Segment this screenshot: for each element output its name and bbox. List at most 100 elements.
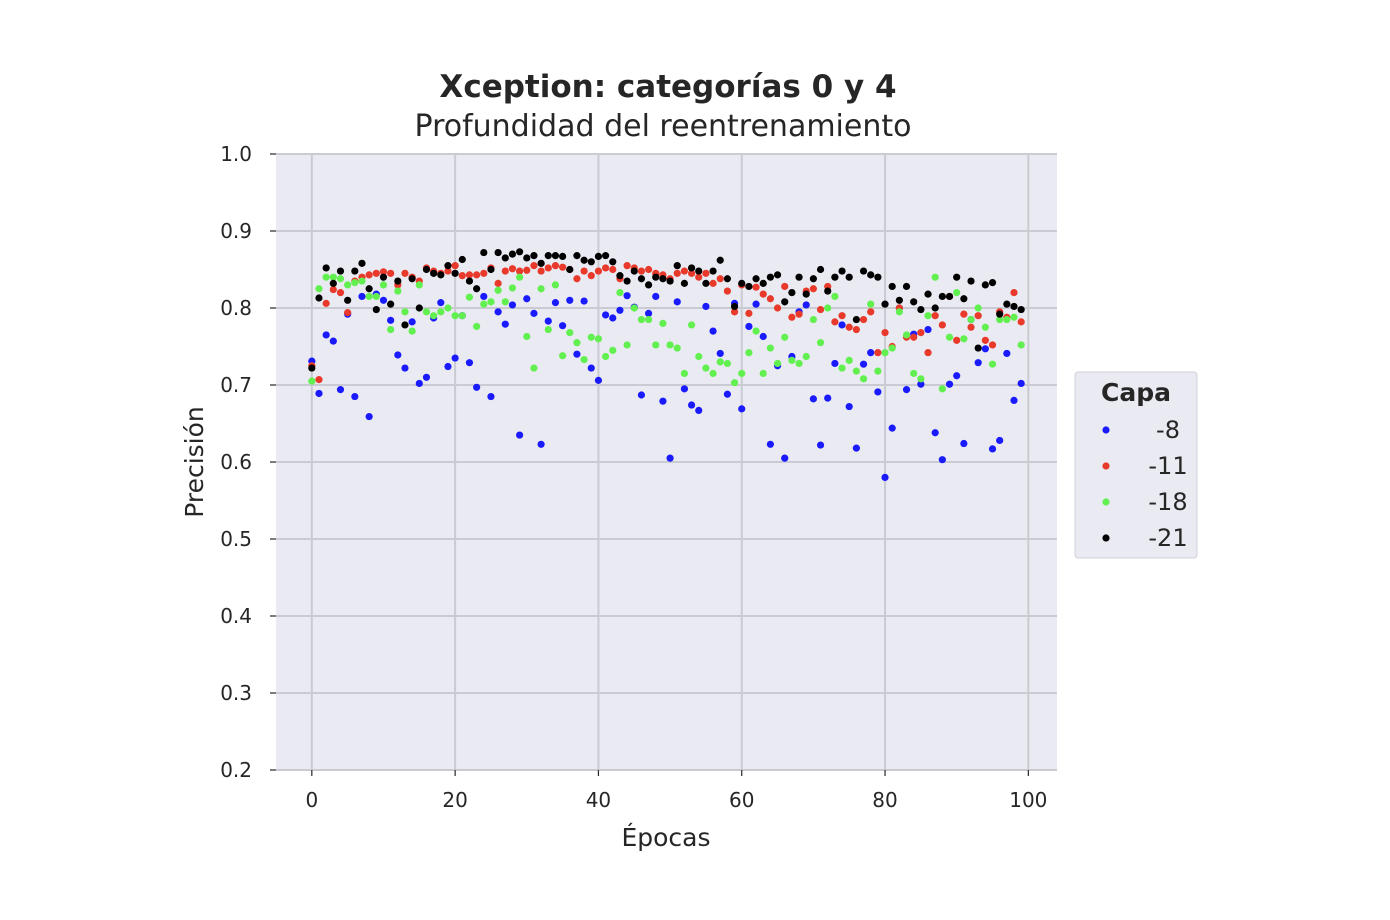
- data-point: [480, 292, 488, 301]
- data-point: [881, 473, 889, 481]
- data-point: [623, 262, 631, 270]
- data-point: [401, 364, 409, 372]
- data-point: [738, 279, 746, 287]
- data-point: [745, 349, 753, 357]
- data-point: [516, 431, 524, 439]
- data-point: [623, 341, 631, 349]
- data-point: [594, 252, 603, 261]
- data-point: [874, 273, 882, 281]
- data-point: [809, 285, 817, 293]
- data-point: [702, 279, 710, 287]
- data-point: [845, 323, 853, 331]
- data-point: [988, 341, 997, 349]
- data-point: [523, 332, 531, 341]
- data-point: [573, 350, 581, 358]
- data-point: [387, 325, 395, 334]
- data-point: [745, 322, 753, 331]
- data-point: [888, 282, 896, 291]
- data-point: [759, 290, 767, 298]
- data-point: [996, 310, 1004, 318]
- data-point: [695, 352, 703, 361]
- data-point: [351, 392, 359, 401]
- data-point: [716, 349, 724, 358]
- data-point: [322, 331, 330, 339]
- data-point: [702, 364, 710, 372]
- data-point: [566, 265, 574, 274]
- data-point: [974, 344, 982, 352]
- series-points: [308, 248, 1025, 372]
- data-point: [816, 305, 825, 314]
- data-point: [910, 369, 918, 378]
- data-point: [816, 441, 825, 449]
- data-point: [430, 269, 438, 277]
- data-point: [666, 277, 674, 285]
- data-point: [781, 298, 789, 306]
- data-point: [516, 248, 524, 256]
- data-point: [537, 285, 545, 293]
- data-point: [487, 392, 495, 401]
- data-point: [967, 323, 975, 331]
- data-point: [379, 273, 388, 281]
- data-point: [394, 287, 402, 295]
- data-point: [917, 329, 925, 337]
- data-point: [730, 308, 739, 316]
- data-point: [594, 335, 603, 343]
- data-point: [601, 311, 610, 319]
- data-point: [444, 267, 452, 275]
- data-point: [867, 349, 875, 357]
- data-point: [344, 281, 352, 289]
- data-point: [637, 275, 646, 283]
- data-point: [673, 298, 681, 306]
- data-point: [494, 286, 502, 294]
- data-point: [480, 300, 488, 308]
- data-point: [365, 271, 373, 279]
- data-point: [551, 252, 560, 260]
- data-point: [824, 394, 832, 402]
- x-tick-label: 0: [305, 788, 318, 812]
- y-tick-label: 0.2: [220, 758, 252, 782]
- data-point: [516, 267, 524, 275]
- data-point: [917, 380, 925, 388]
- data-point: [451, 312, 459, 320]
- data-point: [867, 308, 875, 316]
- data-point: [601, 264, 610, 272]
- data-point: [659, 275, 667, 283]
- data-point: [917, 305, 925, 314]
- data-point: [673, 344, 681, 352]
- y-tick-label: 0.6: [220, 450, 252, 474]
- data-point: [752, 300, 760, 308]
- data-point: [816, 265, 825, 274]
- data-point: [594, 376, 603, 384]
- data-point: [537, 267, 545, 275]
- data-point: [594, 267, 603, 275]
- data-point: [315, 389, 323, 398]
- data-point: [458, 255, 466, 264]
- data-point: [766, 344, 774, 352]
- x-tick-label: 80: [872, 788, 897, 812]
- data-point: [537, 259, 545, 267]
- data-point: [516, 273, 524, 281]
- data-point: [723, 287, 732, 295]
- data-point: [673, 269, 681, 277]
- data-point: [644, 315, 653, 324]
- data-point: [315, 285, 323, 293]
- data-point: [759, 279, 767, 287]
- data-point: [910, 298, 918, 306]
- data-point: [831, 273, 839, 281]
- data-point: [1017, 318, 1025, 326]
- data-point: [902, 282, 911, 291]
- data-point: [408, 318, 416, 326]
- data-point: [974, 312, 982, 320]
- data-point: [924, 349, 932, 357]
- data-point: [738, 369, 746, 378]
- data-point: [336, 386, 345, 394]
- data-point: [394, 351, 402, 359]
- data-point: [680, 369, 689, 378]
- data-point: [845, 273, 853, 281]
- series-points: [308, 290, 1025, 481]
- data-point: [845, 356, 853, 364]
- data-point: [852, 444, 860, 452]
- data-point: [745, 309, 753, 317]
- x-tick-label: 60: [729, 788, 754, 812]
